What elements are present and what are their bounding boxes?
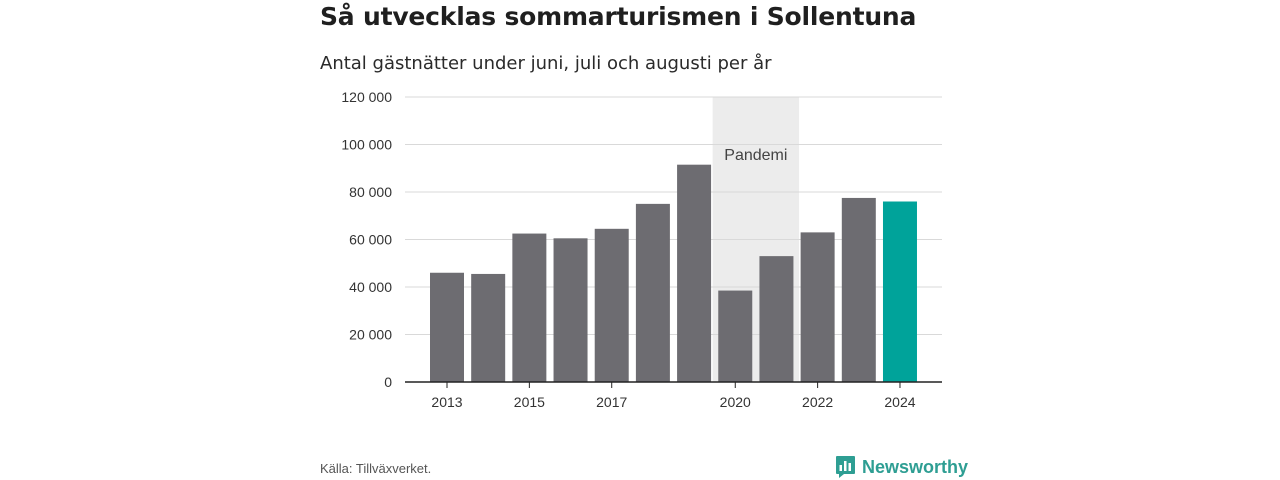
brand-name: Newsworthy xyxy=(862,456,969,477)
y-tick-label: 20 000 xyxy=(349,327,392,343)
x-tick-label: 2015 xyxy=(514,394,545,410)
y-tick-label: 40 000 xyxy=(349,279,392,295)
chart-title: Så utvecklas sommarturismen i Sollentuna xyxy=(320,2,917,31)
newsworthy-logo: Newsworthy xyxy=(835,455,968,479)
source-note: Källa: Tillväxverket. xyxy=(320,461,432,476)
bar-2013 xyxy=(430,272,464,382)
bar-2024 xyxy=(882,201,917,382)
bar-2019 xyxy=(677,164,712,382)
bar-chart-badge-icon xyxy=(836,456,855,478)
bar-2022 xyxy=(800,232,835,382)
y-tick-label: 0 xyxy=(384,374,392,390)
y-tick-label: 80 000 xyxy=(349,184,392,200)
bar-2023 xyxy=(841,197,876,382)
y-tick-label: 120 000 xyxy=(341,89,392,105)
x-tick-label: 2017 xyxy=(596,394,627,410)
bar-2014 xyxy=(471,273,506,382)
x-tick-label: 2024 xyxy=(884,394,915,410)
chart-subtitle: Antal gästnätter under juni, juli och au… xyxy=(320,53,772,74)
y-tick-label: 60 000 xyxy=(349,232,392,248)
bar-2021 xyxy=(759,256,794,382)
pandemic-label: Pandemi xyxy=(724,147,787,164)
x-tick-label: 2022 xyxy=(802,394,833,410)
bar-2015 xyxy=(512,233,547,382)
x-tick-label: 2020 xyxy=(720,394,751,410)
bar-2016 xyxy=(553,238,588,382)
x-tick-label: 2013 xyxy=(431,394,462,410)
bar-2020 xyxy=(718,290,753,382)
bar-2017 xyxy=(594,228,629,382)
bar-2018 xyxy=(635,203,670,382)
y-tick-label: 100 000 xyxy=(341,137,392,153)
